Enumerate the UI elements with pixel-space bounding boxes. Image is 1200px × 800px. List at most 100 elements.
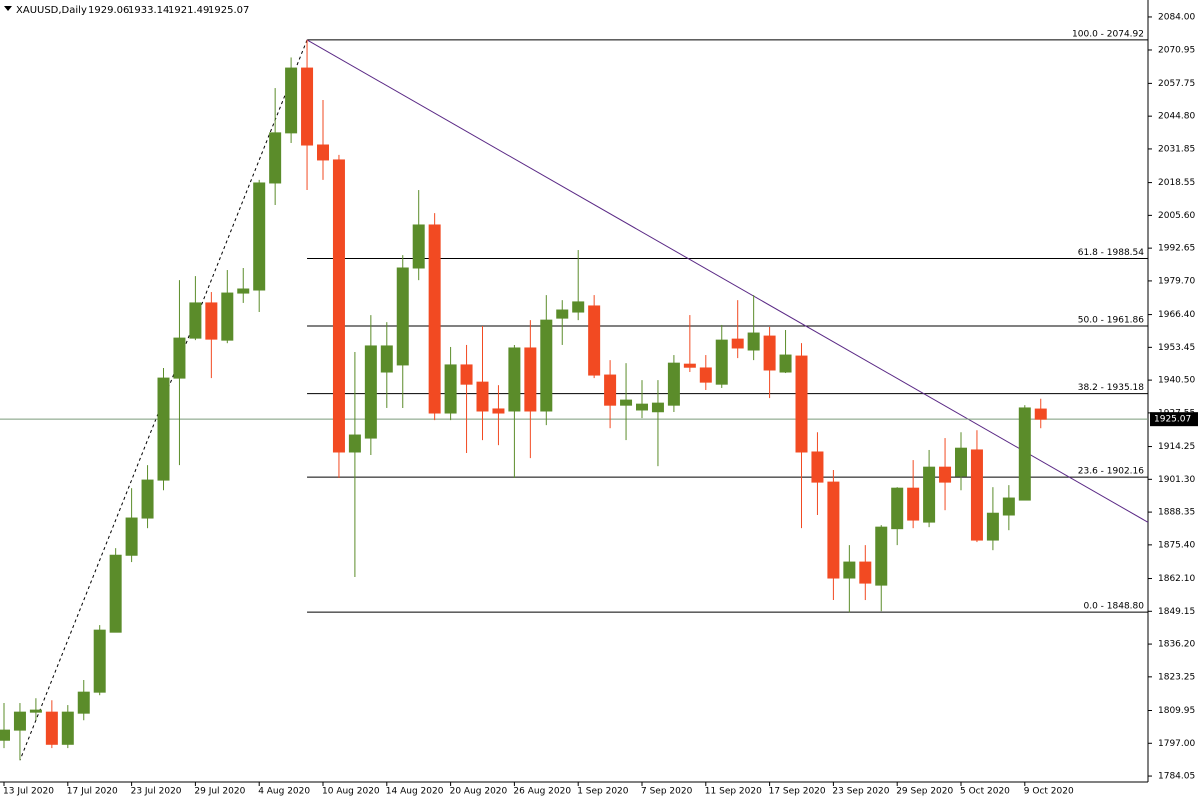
candle-body	[364, 345, 377, 439]
candle-body	[779, 354, 792, 373]
header-low: 1921.49	[168, 5, 209, 16]
candle-body	[460, 364, 473, 385]
candle-body	[747, 332, 760, 351]
candle-body	[811, 451, 824, 483]
y-tick-label: 2057.75	[1158, 79, 1195, 89]
candle-body	[986, 512, 999, 541]
candle-body	[620, 399, 633, 406]
candle-body	[348, 434, 361, 453]
x-tick-label: 29 Jul 2020	[194, 787, 245, 797]
candle-body	[237, 288, 250, 294]
candle-body	[109, 554, 122, 633]
y-tick-label: 1979.70	[1158, 276, 1195, 286]
candle-body	[173, 337, 186, 379]
candle-body	[428, 224, 441, 414]
candle-body	[285, 67, 298, 134]
candle-body	[125, 517, 138, 556]
candle-body	[253, 182, 266, 291]
y-tick-label: 1914.25	[1158, 442, 1195, 452]
candle-body	[1002, 497, 1015, 516]
header-open: 1929.06	[88, 5, 129, 16]
candle-body	[317, 144, 329, 161]
y-tick-label: 2005.60	[1158, 211, 1195, 221]
fib-level-label: 50.0 - 1961.86	[1078, 316, 1144, 326]
x-tick-label: 23 Sep 2020	[832, 787, 889, 797]
candle-body	[93, 629, 106, 693]
candle-body	[955, 447, 967, 477]
candle-body	[396, 267, 409, 366]
candle-body	[827, 481, 840, 579]
x-tick-label: 4 Aug 2020	[258, 787, 310, 797]
y-tick-label: 1862.10	[1158, 574, 1195, 584]
candle-body	[875, 526, 888, 586]
y-tick-label: 1940.50	[1158, 376, 1195, 386]
x-tick-label: 1 Sep 2020	[577, 787, 629, 797]
y-tick-label: 2018.55	[1158, 178, 1195, 188]
candle-body	[923, 466, 936, 523]
candle-body	[763, 335, 776, 371]
y-tick-label: 1849.15	[1158, 607, 1195, 617]
last-price-tag	[1150, 412, 1198, 427]
fib-level-label: 0.0 - 1848.80	[1084, 602, 1145, 612]
y-tick-label: 1888.35	[1158, 508, 1195, 518]
candle-body	[540, 319, 553, 412]
candle-body	[412, 224, 425, 269]
y-tick-label: 1875.40	[1158, 540, 1195, 550]
y-tick-label: 1823.25	[1158, 672, 1195, 682]
candle-body	[508, 347, 521, 412]
candle-body	[795, 355, 808, 453]
header-high: 1933.14	[128, 5, 169, 16]
y-tick-label: 2031.85	[1158, 144, 1195, 154]
candle-body	[141, 479, 154, 519]
y-tick-label: 2084.00	[1158, 12, 1195, 22]
x-tick-label: 13 Jul 2020	[3, 787, 54, 797]
candle-body	[939, 466, 952, 483]
candle-body	[1034, 408, 1047, 420]
x-tick-label: 14 Aug 2020	[386, 787, 444, 797]
candle-body	[524, 347, 537, 412]
candle-body	[572, 301, 585, 313]
y-tick-label: 2070.95	[1158, 45, 1195, 55]
candle-body	[380, 345, 393, 373]
candle-body	[205, 302, 218, 340]
candle-body	[715, 339, 728, 385]
last-price-label: 1925.07	[1154, 415, 1191, 425]
candle-body	[604, 374, 617, 406]
menu-arrow[interactable]	[4, 6, 12, 11]
candle-body	[636, 403, 648, 411]
candle-body	[444, 364, 457, 414]
y-tick-label: 1901.30	[1158, 475, 1195, 485]
x-tick-label: 20 Aug 2020	[450, 787, 508, 797]
candle-body	[731, 338, 744, 349]
candle-body	[189, 302, 202, 339]
candle-body	[301, 67, 314, 146]
candle-body	[13, 711, 26, 731]
candle-body	[221, 292, 234, 341]
candle-body	[1018, 407, 1031, 501]
x-tick-label: 26 Aug 2020	[513, 787, 571, 797]
x-tick-label: 11 Sep 2020	[705, 787, 762, 797]
y-tick-label: 1992.65	[1158, 244, 1195, 254]
candle-body	[157, 377, 170, 481]
y-tick-label: 1809.95	[1158, 706, 1195, 716]
y-tick-label: 1953.45	[1158, 343, 1195, 353]
x-tick-label: 23 Jul 2020	[131, 787, 182, 797]
trendline	[306, 39, 1149, 523]
candle-body	[859, 561, 872, 584]
x-tick-label: 10 Aug 2020	[322, 787, 380, 797]
candle-body	[61, 711, 74, 745]
y-tick-label: 1836.20	[1158, 640, 1195, 650]
candle-body	[891, 487, 904, 530]
x-tick-label: 17 Sep 2020	[769, 787, 826, 797]
x-tick-label: 5 Oct 2020	[960, 787, 1010, 797]
header-close: 1925.07	[208, 5, 249, 16]
candle-body	[970, 449, 983, 541]
candle-body	[332, 159, 345, 453]
candle-body	[843, 561, 856, 579]
candle-body	[667, 362, 680, 406]
candle-body	[683, 363, 696, 368]
x-tick-label: 9 Oct 2020	[1024, 787, 1074, 797]
candle-body	[588, 305, 601, 376]
